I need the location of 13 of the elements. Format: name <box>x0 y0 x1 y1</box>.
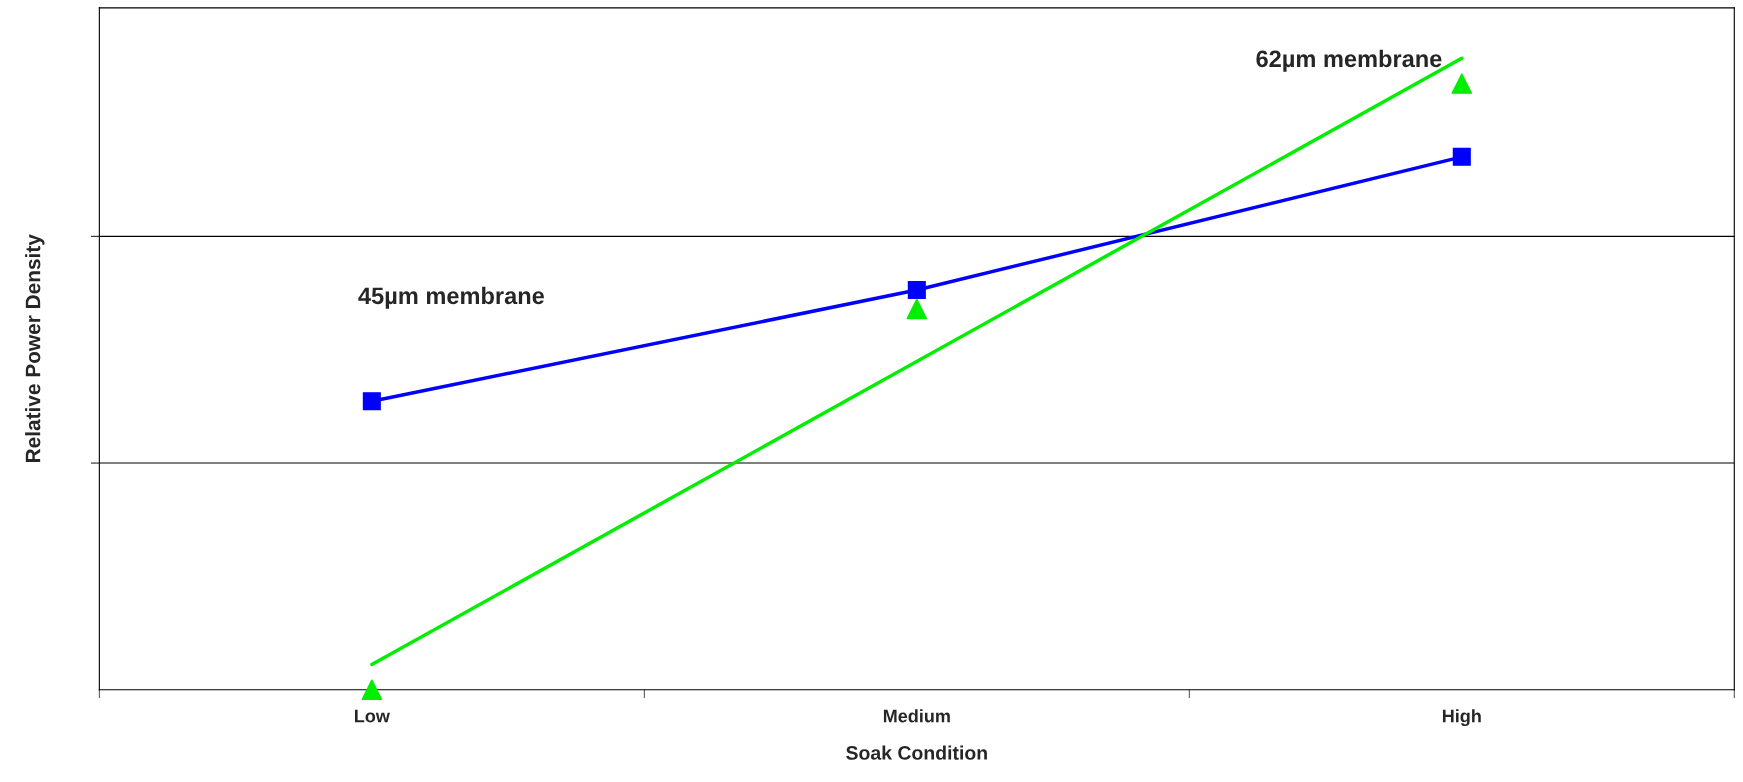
y-axis-title: Relative Power Density <box>25 234 45 462</box>
series-label: 62µm membrane <box>1256 49 1442 72</box>
point <box>361 679 383 700</box>
point <box>907 281 926 300</box>
text: 45µm membrane <box>358 286 544 309</box>
point <box>362 392 381 411</box>
x-tick-label: Low <box>355 709 390 723</box>
x-axis-title: Soak Condition <box>846 745 987 760</box>
point <box>906 298 928 320</box>
point <box>1451 73 1473 94</box>
point <box>1452 147 1471 166</box>
x-tick-label: Medium <box>883 709 950 723</box>
x-tick-label: High <box>1442 709 1481 727</box>
